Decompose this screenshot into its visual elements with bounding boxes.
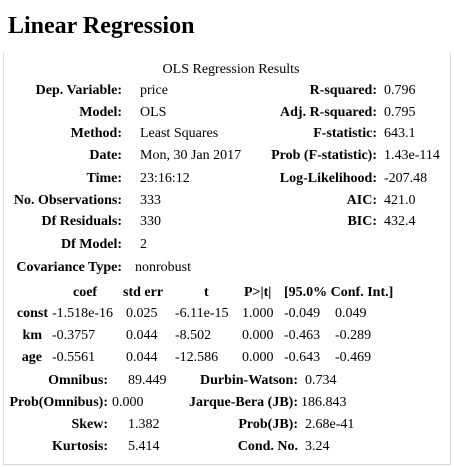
page-title: Linear Regression [8,13,195,39]
results-panel [3,53,451,465]
summary-value: 330 [140,214,161,229]
summary-stat-label: Log-Likelihood: [279,171,377,186]
coef-row-name: km [22,328,42,343]
summary-value: 333 [140,193,161,208]
p-value: 0.000 [242,350,274,365]
ci-low-value: -0.463 [284,328,321,343]
ci-high-value: 0.049 [335,306,367,321]
coef-row-name: const [16,306,48,321]
summary-stat-label: Prob (F-statistic): [271,148,377,163]
std-err-value: 0.025 [126,306,158,321]
coef-value: -0.5561 [52,350,96,365]
summary-value: 23:16:12 [140,171,190,186]
summary-stat-value: 0.796 [384,83,416,98]
diagnostic-label: Skew: [71,417,108,432]
diagnostic-value: 186.843 [301,395,347,410]
diagnostic-value: 0.000 [112,395,144,410]
coef-value: -1.518e-16 [52,306,114,321]
summary-stat-value: -207.48 [384,171,428,186]
column-header: std err [123,285,164,300]
diagnostic-label: Prob(JB): [238,417,298,432]
diagnostic-value: 89.449 [128,373,167,388]
diagnostic-label: Cond. No. [237,439,298,454]
summary-stat-value: 0.795 [384,105,416,120]
summary-value: OLS [140,105,167,120]
column-header: coef [73,285,98,300]
summary-stat-label: R-squared: [309,83,377,98]
t-value: -8.502 [175,328,212,343]
summary-value: 2 [140,237,147,252]
column-header: t [204,285,209,300]
p-value: 0.000 [242,328,274,343]
ci-high-value: -0.469 [335,350,372,365]
summary-stat-label: AIC: [346,193,377,208]
summary-stat-value: 643.1 [384,126,416,141]
coef-value: -0.3757 [52,328,96,343]
summary-label: No. Observations: [13,193,122,208]
ci-high-value: -0.289 [335,328,372,343]
summary-label: Model: [79,105,122,120]
std-err-value: 0.044 [126,350,158,365]
diagnostic-label: Jarque-Bera (JB): [189,395,298,410]
diagnostic-value: 3.24 [305,439,330,454]
summary-label: Df Residuals: [41,214,122,229]
diagnostic-value: 5.414 [128,439,160,454]
summary-label: Date: [89,148,122,163]
t-value: -6.11e-15 [175,306,229,321]
diagnostic-label: Prob(Omnibus): [9,395,108,410]
diagnostic-value: 1.382 [128,417,160,432]
diagnostic-value: 2.68e-41 [305,417,355,432]
summary-stat-value: 432.4 [384,214,416,229]
diagnostic-label: Kurtosis: [52,439,108,454]
summary-label: Covariance Type: [16,260,122,275]
summary-value: price [140,83,168,98]
summary-stat-label: F-statistic: [313,126,377,141]
column-header: [95.0% Conf. Int.] [284,285,394,300]
summary-stat-value: 1.43e-114 [384,148,440,163]
t-value: -12.586 [175,350,219,365]
summary-value: Least Squares [140,126,219,141]
summary-stat-label: BIC: [347,214,377,229]
summary-value: Mon, 30 Jan 2017 [140,148,242,163]
column-header: P>|t| [244,285,272,300]
ci-low-value: -0.643 [284,350,321,365]
p-value: 1.000 [242,306,274,321]
diagnostic-label: Omnibus: [48,373,108,388]
ci-low-value: -0.049 [284,306,321,321]
summary-label: Df Model: [60,237,122,252]
summary-label: Dep. Variable: [35,83,122,98]
std-err-value: 0.044 [126,328,158,343]
summary-label: Time: [86,171,122,186]
summary-label: Method: [70,126,122,141]
diagnostic-label: Durbin-Watson: [199,373,298,388]
summary-stat-value: 421.0 [384,193,416,208]
diagnostic-value: 0.734 [305,373,337,388]
coef-row-name: age [21,350,42,365]
table-caption: OLS Regression Results [162,62,300,77]
summary-value: nonrobust [135,260,191,275]
summary-stat-label: Adj. R-squared: [280,105,377,120]
